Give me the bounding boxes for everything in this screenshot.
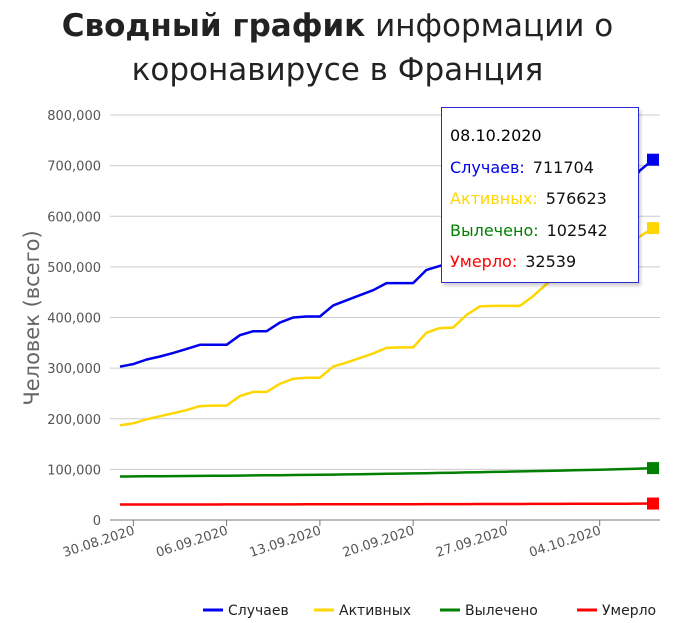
legend-label: Умерло (602, 603, 656, 619)
x-tick-label: 06.09.2020 (154, 524, 229, 561)
grid-lines (110, 114, 660, 526)
tooltip-row-value: 32539 (525, 252, 577, 271)
series-end-markers (647, 153, 659, 510)
x-tick-label: 04.10.2020 (528, 524, 603, 561)
y-tick-label: 0 (93, 514, 101, 529)
legend-item-Случаев[interactable]: Случаев (203, 603, 289, 619)
tooltip-row-value: 102542 (546, 220, 608, 240)
tooltip-row: Умерло: 32539 (450, 246, 638, 278)
tooltip-rows: Случаев: 711704 Активных: 576623 Вылечено: 10… (450, 152, 638, 278)
tooltip-date: 08.10.2020 (450, 126, 542, 145)
y-tick-label: 100,000 (47, 463, 101, 478)
y-tick-label: 400,000 (47, 312, 101, 327)
end-marker-Умерло (647, 497, 659, 510)
x-tick-label: 30.08.2020 (61, 524, 136, 561)
series-line-Вылечено (119, 466, 654, 478)
tooltip-row-label: Вылечено: (450, 220, 539, 240)
y-tick-label: 700,000 (47, 160, 101, 175)
legend[interactable]: Случаев Активных Вылечено Умерло (203, 603, 656, 619)
hover-tooltip: 08.10.2020 Случаев: 711704 Активных: 576623… (441, 107, 639, 283)
y-tick-labels: 0 100,000 200,000 300,000 400,000 500,000 600,… (47, 109, 101, 529)
chart-title: Сводный график информации о коронавирусе… (0, 4, 675, 92)
tooltip-row: Активных: 576623 (450, 183, 638, 215)
chart-title-rest: информации о коронавирусе в Франция (131, 8, 614, 88)
tooltip-row-label: Случаев: (450, 157, 525, 177)
x-tick-label: 27.09.2020 (434, 524, 509, 561)
series-line-Умерло (120, 502, 654, 506)
y-tick-label: 200,000 (47, 413, 101, 428)
x-tick-labels: 30.08.2020 06.09.2020 13.09.2020 20.09.2020… (61, 524, 603, 561)
y-tick-label: 500,000 (47, 261, 101, 276)
legend-label: Случаев (228, 603, 289, 619)
tooltip-row-value: 711704 (532, 157, 594, 177)
legend-item-Активных[interactable]: Активных (314, 603, 411, 619)
x-tick-label: 13.09.2020 (248, 524, 323, 561)
tooltip-row: Случаев: 711704 (450, 152, 638, 184)
legend-label: Вылечено (465, 603, 538, 619)
y-tick-label: 600,000 (47, 210, 101, 225)
tooltip-row-label: Активных: (450, 189, 538, 208)
tooltip-row: Вылечено: 102542 (450, 215, 638, 247)
tooltip-row-value: 576623 (545, 189, 607, 208)
y-axis-label: Человек (всего) (20, 230, 44, 405)
legend-item-Умерло[interactable]: Умерло (577, 603, 656, 619)
legend-item-Вылечено[interactable]: Вылечено (440, 603, 538, 619)
y-tick-label: 800,000 (47, 109, 101, 124)
chart-title-bold: Сводный график (61, 8, 366, 44)
end-marker-Вылечено (647, 462, 659, 475)
x-tick-label: 20.09.2020 (341, 524, 416, 561)
end-marker-Случаев (647, 153, 659, 166)
end-marker-Активных (647, 222, 659, 235)
legend-label: Активных (339, 603, 411, 619)
tooltip-row-label: Умерло: (450, 252, 518, 271)
y-tick-label: 300,000 (47, 362, 101, 377)
